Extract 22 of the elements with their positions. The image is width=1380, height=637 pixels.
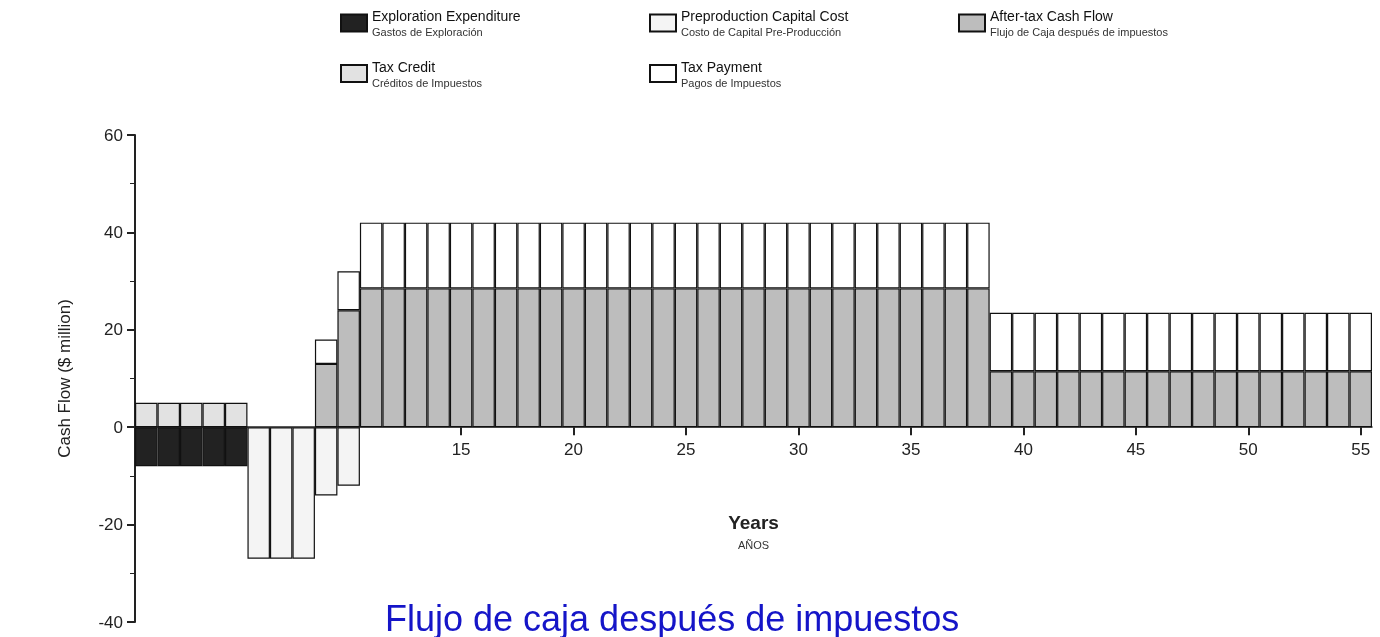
x-tick-label: 25 [676,440,696,460]
x-tick-label: 50 [1238,440,1258,460]
x-tick-label: 30 [789,440,808,460]
y-tick-label: 60 [104,125,123,145]
x-axis-title: Years AÑOS [728,511,779,551]
y-axis-title: Cash Flow ($ million) [55,299,74,458]
legend-label: Tax Credit Créditos de Impuestos [372,58,483,89]
x-tick-label: 15 [451,440,471,460]
x-tick-label: 55 [1351,440,1371,460]
x-tick-label: 40 [1013,440,1033,460]
y-tick-label: -20 [98,515,123,535]
x-tick-label: 20 [564,440,584,460]
legend-label: Preproduction Capital Cost Costo de Capital Pre-Producción [681,8,849,38]
x-tick-label: 45 [1126,440,1146,460]
legend-label: Exploration Expenditure Gastos de Exploración [372,8,521,38]
y-tick-label: 20 [104,320,123,340]
y-tick-label: -40 [98,612,123,632]
x-tick-label: 35 [901,440,921,460]
legend-label: After-tax Cash Flow Flujo de Caja después de impuestos [990,8,1169,38]
y-tick-label: 0 [113,417,123,437]
y-tick-label: 40 [104,222,123,242]
legend-label: Tax Payment Pagos de Impuestos [681,58,782,89]
